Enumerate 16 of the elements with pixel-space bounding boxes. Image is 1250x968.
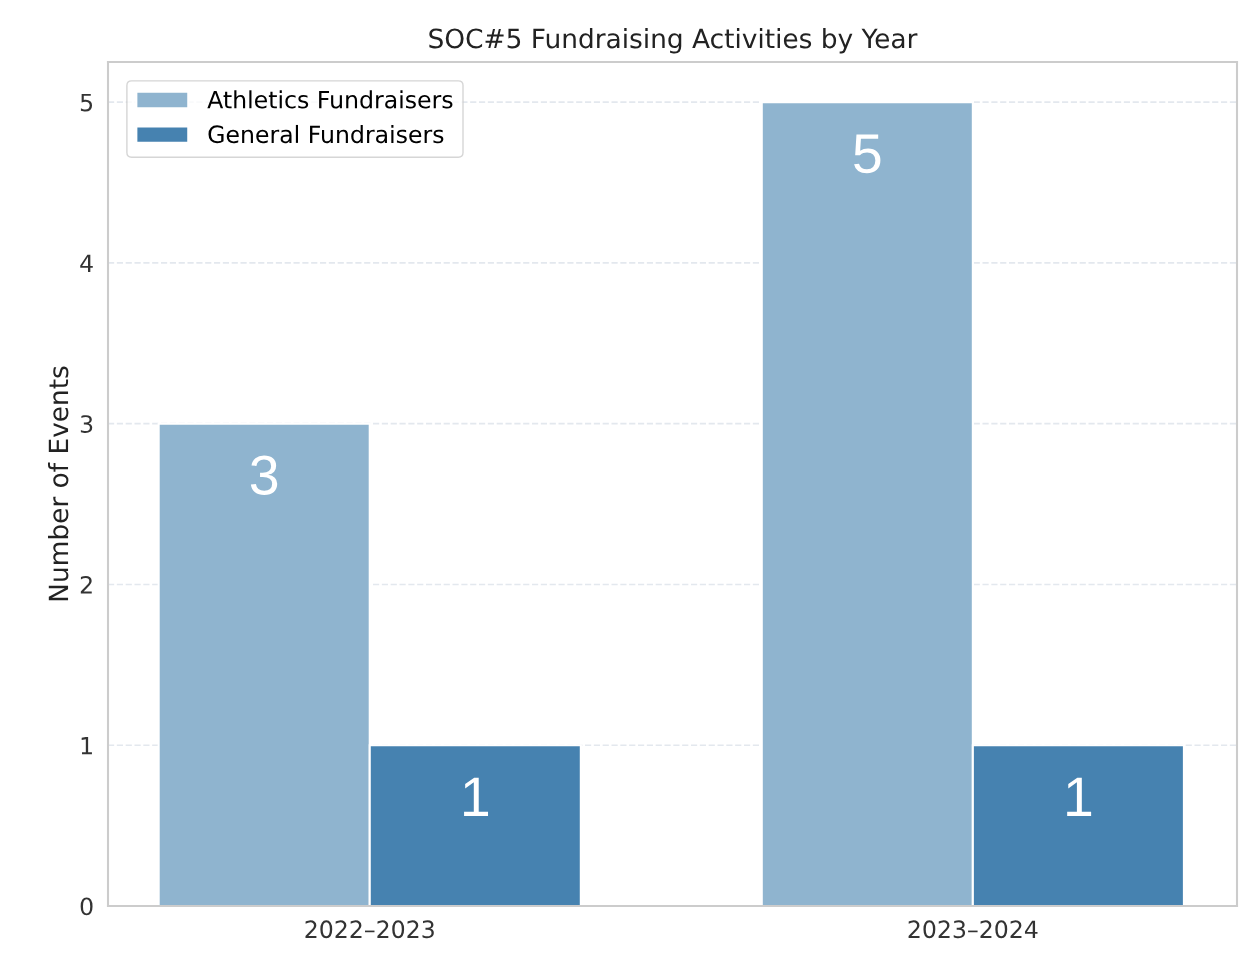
y-tick-label: 4 xyxy=(80,254,93,272)
data-label: 5 xyxy=(854,134,881,174)
data-label: 3 xyxy=(250,455,278,495)
legend-label: Athletics Fundraisers xyxy=(207,90,453,109)
legend-label: General Fundraisers xyxy=(208,124,444,144)
y-tick-label: 2 xyxy=(80,575,92,594)
y-tick-label: 0 xyxy=(80,897,93,916)
x-tick-label: 2022–2023 xyxy=(305,920,434,939)
chart-title: SOC#5 Fundraising Activities by Year xyxy=(429,28,918,54)
y-tick-label: 3 xyxy=(80,415,93,434)
data-label: 1 xyxy=(1067,777,1092,816)
y-tick-label: 1 xyxy=(81,737,92,755)
x-tick-label: 2023–2024 xyxy=(908,920,1038,939)
y-axis-title: Number of Events xyxy=(47,366,69,601)
y-tick-label: 5 xyxy=(80,93,93,112)
data-label: 1 xyxy=(464,777,489,816)
